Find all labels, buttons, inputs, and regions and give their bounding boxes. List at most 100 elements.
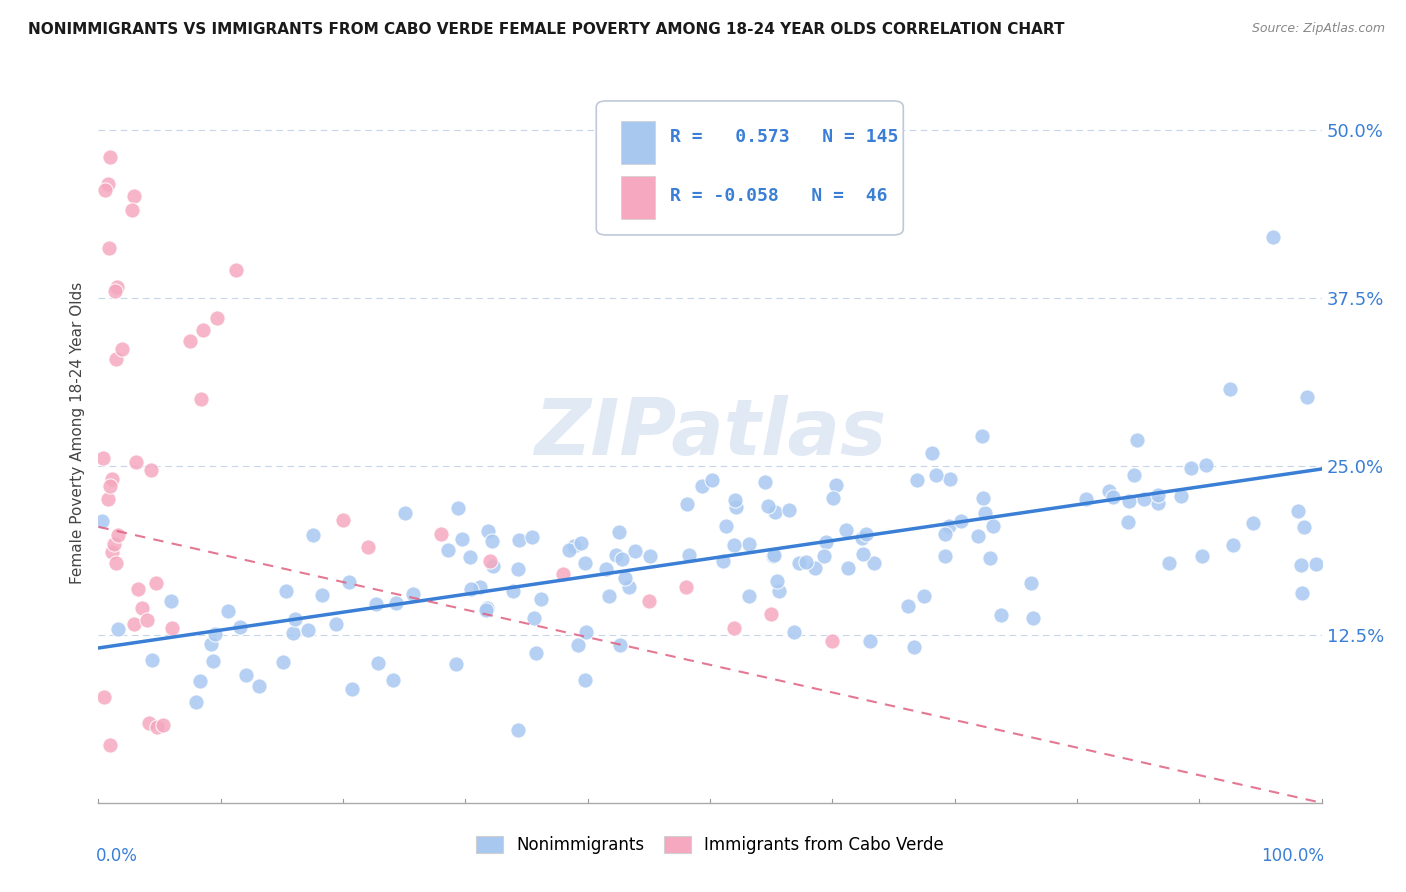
Point bbox=[725, 500, 748, 514]
Point bbox=[912, 589, 935, 603]
Point bbox=[122, 189, 145, 203]
Point bbox=[598, 589, 620, 603]
Point bbox=[93, 690, 115, 705]
Point bbox=[97, 177, 120, 191]
Point bbox=[138, 716, 160, 731]
Point bbox=[614, 571, 637, 585]
Point bbox=[98, 479, 121, 493]
Point bbox=[502, 584, 524, 599]
Text: 100.0%: 100.0% bbox=[1261, 847, 1324, 865]
Point bbox=[837, 560, 859, 574]
Point bbox=[1219, 382, 1241, 396]
Point bbox=[437, 543, 460, 558]
Point bbox=[325, 617, 347, 632]
Point bbox=[247, 679, 270, 693]
Point bbox=[821, 634, 844, 648]
Point bbox=[605, 549, 627, 563]
Point bbox=[814, 535, 837, 549]
Point bbox=[122, 617, 145, 632]
Point bbox=[382, 673, 405, 687]
Point bbox=[162, 621, 184, 635]
Y-axis label: Female Poverty Among 18-24 Year Olds: Female Poverty Among 18-24 Year Olds bbox=[69, 282, 84, 583]
Point bbox=[762, 549, 785, 564]
Point bbox=[508, 533, 530, 548]
Point bbox=[1195, 458, 1218, 473]
Point bbox=[1291, 558, 1313, 573]
Point bbox=[567, 638, 589, 652]
Point bbox=[938, 519, 960, 533]
Point bbox=[520, 530, 543, 544]
Point bbox=[103, 536, 125, 550]
Point bbox=[1132, 492, 1154, 507]
Point bbox=[765, 574, 787, 588]
Point bbox=[235, 668, 257, 682]
Point bbox=[478, 553, 501, 567]
Point bbox=[558, 543, 581, 558]
Point bbox=[1261, 230, 1284, 244]
Point bbox=[470, 580, 492, 594]
Point bbox=[967, 529, 990, 543]
Point bbox=[481, 534, 503, 549]
Point bbox=[905, 473, 928, 487]
Point bbox=[692, 479, 714, 493]
Point bbox=[768, 583, 790, 598]
Point bbox=[179, 334, 201, 349]
Point bbox=[1098, 483, 1121, 498]
Point bbox=[152, 718, 174, 732]
Point bbox=[105, 280, 128, 294]
Point bbox=[595, 562, 617, 576]
Point bbox=[101, 545, 124, 559]
Point bbox=[675, 581, 697, 595]
Point bbox=[972, 491, 994, 505]
Point bbox=[939, 472, 962, 486]
Text: Source: ZipAtlas.com: Source: ZipAtlas.com bbox=[1251, 22, 1385, 36]
Point bbox=[530, 591, 553, 606]
Point bbox=[141, 653, 163, 667]
Point bbox=[297, 623, 319, 637]
Point bbox=[475, 602, 498, 616]
Point bbox=[979, 551, 1001, 566]
Point bbox=[794, 555, 817, 569]
Point bbox=[311, 588, 333, 602]
Point bbox=[738, 589, 761, 603]
Point bbox=[337, 574, 360, 589]
FancyBboxPatch shape bbox=[596, 101, 903, 235]
Point bbox=[364, 597, 387, 611]
Point bbox=[104, 556, 127, 570]
Point bbox=[225, 262, 247, 277]
Point bbox=[934, 549, 956, 563]
Point bbox=[284, 612, 307, 626]
Point bbox=[146, 721, 169, 735]
Point bbox=[903, 640, 925, 654]
Point bbox=[1074, 492, 1097, 507]
Point bbox=[825, 478, 848, 492]
Text: 0.0%: 0.0% bbox=[96, 847, 138, 865]
Point bbox=[855, 527, 877, 541]
Point bbox=[569, 536, 592, 550]
Point bbox=[460, 550, 482, 565]
Point bbox=[609, 638, 631, 652]
Point bbox=[107, 528, 129, 542]
Point bbox=[1126, 433, 1149, 447]
Point bbox=[207, 311, 229, 326]
Legend: Nonimmigrants, Immigrants from Cabo Verde: Nonimmigrants, Immigrants from Cabo Verd… bbox=[470, 830, 950, 861]
Point bbox=[1116, 515, 1139, 529]
Point bbox=[385, 596, 408, 610]
Point bbox=[637, 594, 661, 608]
Point bbox=[990, 608, 1012, 623]
Point bbox=[367, 656, 389, 670]
Point bbox=[460, 582, 482, 596]
Point bbox=[96, 492, 118, 507]
Text: R = -0.058   N =  46: R = -0.058 N = 46 bbox=[669, 187, 887, 205]
Point bbox=[897, 599, 920, 614]
Point bbox=[763, 548, 786, 562]
Point bbox=[1147, 496, 1170, 510]
Point bbox=[761, 607, 783, 622]
Point bbox=[574, 556, 596, 570]
Point bbox=[184, 695, 207, 709]
Point bbox=[104, 352, 127, 367]
Point bbox=[444, 657, 467, 671]
Point bbox=[763, 505, 786, 519]
Point bbox=[100, 739, 122, 753]
Point bbox=[754, 475, 776, 489]
